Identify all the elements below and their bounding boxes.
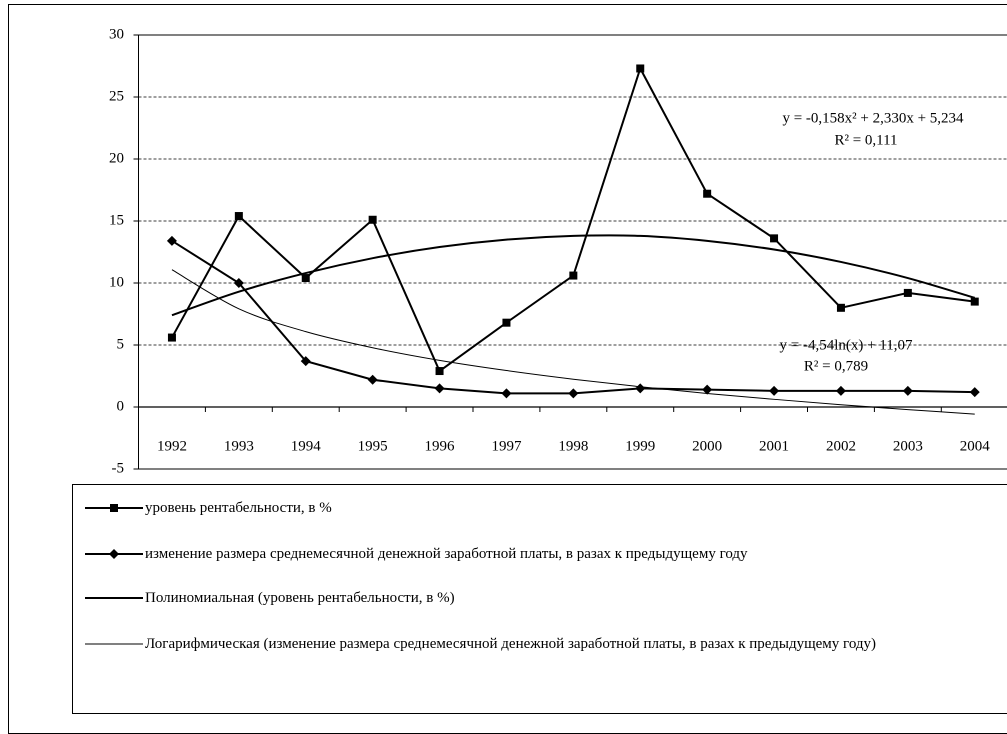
legend-swatch: [83, 589, 145, 607]
x-tick-label: 1999: [625, 438, 655, 454]
data-point: [369, 216, 377, 224]
y-tick-label: 5: [117, 336, 125, 352]
data-point: [168, 334, 176, 342]
y-tick-label: 20: [109, 150, 124, 166]
legend-entry: уровень рентабельности, в %: [83, 499, 1005, 517]
legend-swatch: [83, 545, 145, 563]
data-point: [703, 190, 711, 198]
data-point: [903, 386, 913, 396]
data-point: [971, 298, 979, 306]
legend-label: Логарифмическая (изменение размера средн…: [145, 635, 1005, 653]
x-tick-label: 1992: [157, 438, 187, 454]
data-point: [769, 386, 779, 396]
legend-label: Полиномиальная (уровень рентабельности, …: [145, 589, 1005, 607]
legend-swatch: [83, 499, 145, 517]
legend: уровень рентабельности, в % изменение раз…: [72, 484, 1007, 714]
data-point: [436, 367, 444, 375]
x-tick-label: 1994: [291, 438, 322, 454]
legend-entry: Логарифмическая (изменение размера средн…: [83, 635, 1005, 653]
data-point: [970, 387, 980, 397]
data-point: [235, 212, 243, 220]
data-point: [302, 274, 310, 282]
annotation: R² = 0,789: [804, 358, 868, 374]
legend-entry: изменение размера среднемесячной денежно…: [83, 545, 1005, 563]
y-tick-label: 0: [117, 398, 125, 414]
x-tick-label: 2003: [893, 438, 923, 454]
data-point: [501, 388, 511, 398]
legend-swatch: [83, 635, 145, 653]
legend-label: изменение размера среднемесячной денежно…: [145, 545, 1005, 563]
x-tick-label: 1998: [558, 438, 588, 454]
x-tick-label: 1993: [224, 438, 254, 454]
legend-entry: Полиномиальная (уровень рентабельности, …: [83, 589, 1005, 607]
data-point: [167, 236, 177, 246]
y-tick-label: 30: [109, 26, 124, 42]
marker: [110, 504, 118, 512]
annotation: R² = 0,111: [834, 132, 897, 148]
x-tick-label: 2002: [826, 438, 856, 454]
y-tick-label: 25: [109, 88, 124, 104]
data-point: [502, 319, 510, 327]
data-point: [837, 304, 845, 312]
data-point: [435, 383, 445, 393]
data-point: [636, 64, 644, 72]
x-tick-label: 1996: [425, 438, 456, 454]
data-point: [770, 234, 778, 242]
x-tick-label: 1997: [491, 438, 522, 454]
data-point: [568, 388, 578, 398]
data-point: [635, 383, 645, 393]
annotation: y = -4,54ln(x) + 11,07: [779, 337, 913, 353]
y-tick-label: 10: [109, 274, 124, 290]
data-point: [368, 375, 378, 385]
data-point: [836, 386, 846, 396]
data-point: [904, 289, 912, 297]
chart: y = -0,158x² + 2,330x + 5,234 R² = 0,111…: [0, 0, 1007, 484]
marker: [109, 549, 119, 559]
x-tick-label: 1995: [358, 438, 388, 454]
y-tick-label: -5: [112, 460, 125, 476]
x-tick-label: 2001: [759, 438, 789, 454]
y-tick-label: 15: [109, 212, 124, 228]
legend-label: уровень рентабельности, в %: [145, 499, 1005, 517]
plot-border: [139, 35, 1007, 469]
annotation: y = -0,158x² + 2,330x + 5,234: [782, 110, 964, 126]
x-tick-label: 2000: [692, 438, 722, 454]
data-point: [569, 272, 577, 280]
x-tick-label: 2004: [960, 438, 991, 454]
